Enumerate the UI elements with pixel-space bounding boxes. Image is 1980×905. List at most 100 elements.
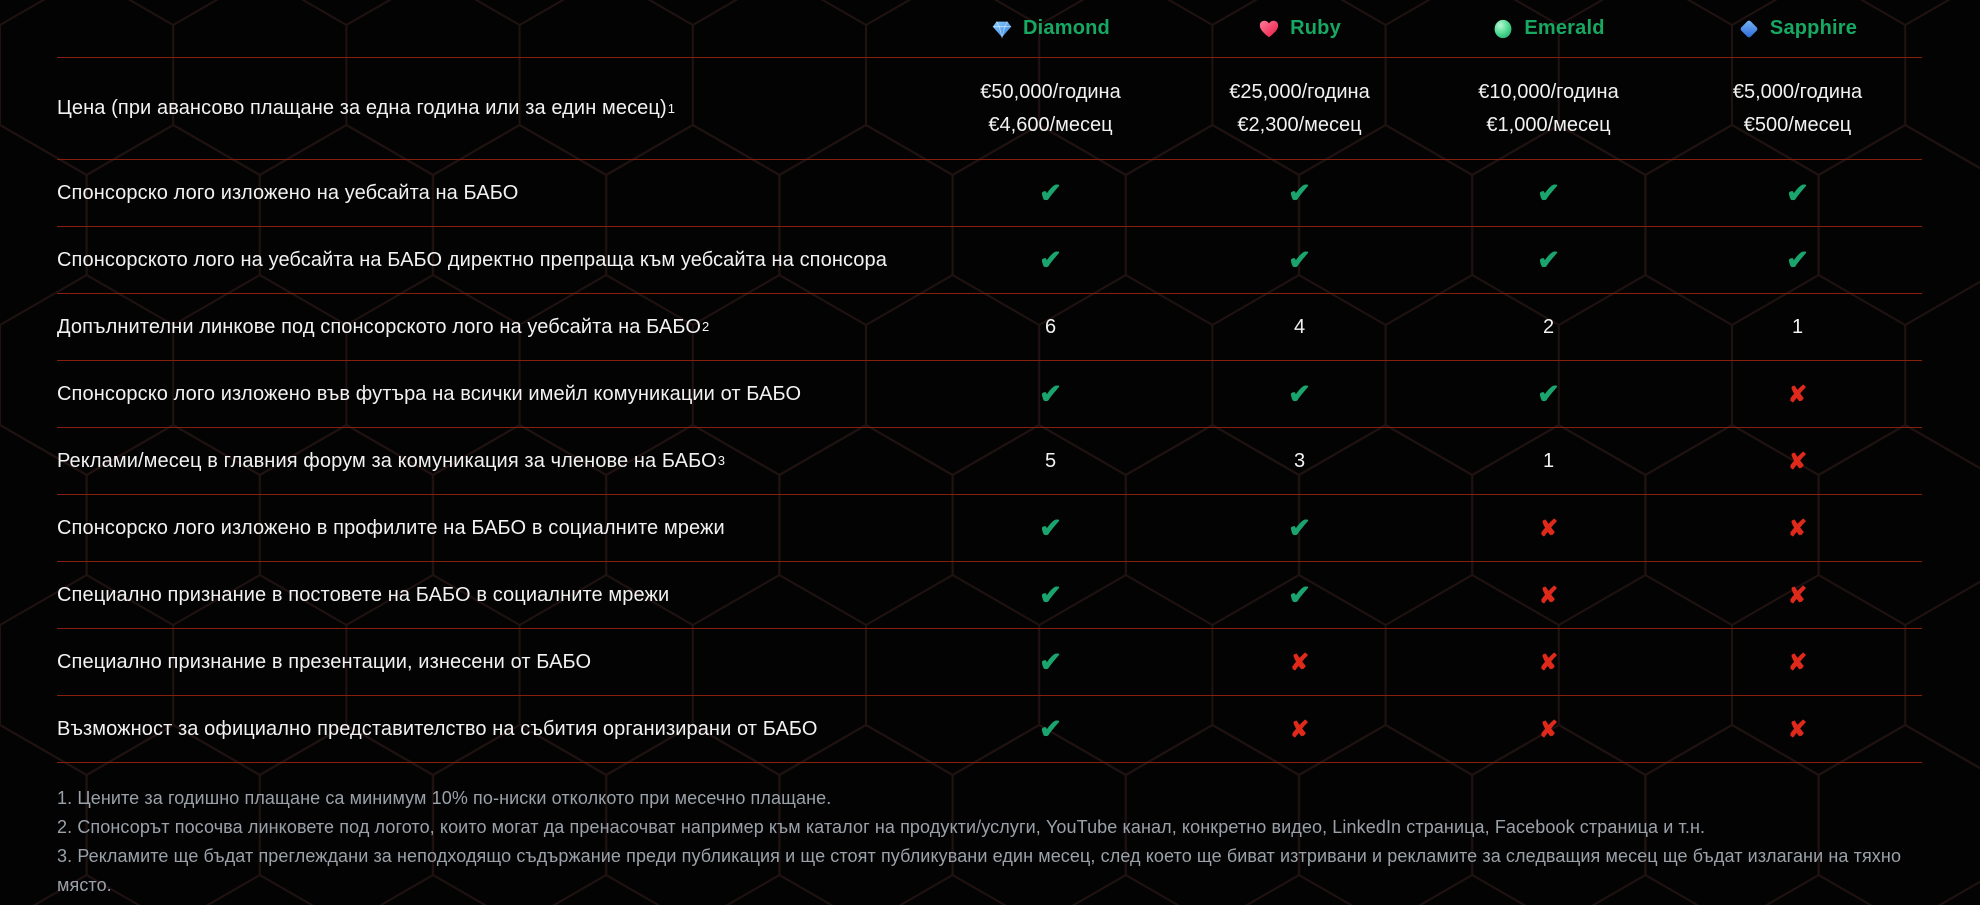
row-label: Възможност за официално представителство… [57,718,926,741]
table-row: Специално признание в постовете на БАБО … [57,562,1922,629]
row-label-text: Спонсорското лого на уебсайта на БАБО ди… [57,248,887,271]
tier-name-diamond: Diamond [1023,17,1110,39]
row-label: Спонсорското лого на уебсайта на БАБО ди… [57,249,926,272]
sapphire-icon [1740,20,1758,37]
check-icon: ✔ [1288,177,1311,208]
price-cell: €50,000/година €4,600/месец [926,76,1175,142]
cross-icon: ✘ [1289,648,1310,675]
cross-icon: ✘ [1787,648,1808,675]
feature-cell: ✘ [1424,717,1673,741]
price-monthly: €4,600/месец [988,113,1113,136]
row-label-text: Спонсорско лого изложено на уебсайта на … [57,181,519,204]
feature-cell: ✔ [926,646,1175,677]
price-yearly: €10,000/година [1478,80,1619,103]
check-icon: ✔ [1288,579,1311,610]
check-icon: ✔ [1039,177,1062,208]
value-number: 2 [1542,315,1555,338]
cross-icon: ✘ [1538,648,1559,675]
price-cell: €5,000/година €500/месец [1673,76,1922,142]
feature-cell: ✔ [926,713,1175,744]
price-yearly: €50,000/година [980,80,1121,103]
feature-cell: ✔ [1175,579,1424,610]
feature-cell: ✘ [1175,648,1424,675]
tier-name-sapphire: Sapphire [1769,17,1858,39]
feature-cell: ✔ [1673,177,1922,208]
row-label: Цена (при авансово плащане за една годин… [57,97,676,119]
feature-cell: 3 [1175,450,1424,473]
table-row: Спонсорското лого на уебсайта на БАБО ди… [57,227,1922,294]
feature-cell: ✔ [1175,244,1424,275]
price-monthly: €2,300/месец [1237,113,1362,136]
feature-cell: ✔ [926,244,1175,275]
footnote-3: 3. Рекламите ще бъдат преглеждани за неп… [57,846,1902,895]
footnotes: 1. Цените за годишно плащане са минимум … [57,784,1922,900]
check-icon: ✔ [1039,579,1062,610]
row-label: Реклами/месец в главния форум за комуник… [57,449,726,472]
check-icon: ✔ [1039,646,1062,677]
check-icon: ✔ [1786,177,1809,208]
value-number: 4 [1293,315,1306,338]
cross-icon: ✘ [1787,514,1808,541]
row-label: Спонсорско лого изложено във футъра на в… [57,383,926,406]
cross-icon: ✘ [1538,514,1559,541]
feature-cell: 1 [1673,316,1922,339]
feature-cell: ✔ [926,177,1175,208]
table-body: Цена (при авансово плащане за една годин… [57,58,1922,763]
row-label-text: Реклами/месец в главния форум за комуник… [57,449,717,472]
cross-icon: ✘ [1289,715,1310,742]
table-row: Допълнителни линкове под спонсорското ло… [57,294,1922,361]
cross-icon: ✘ [1787,380,1808,407]
row-label-text: Възможност за официално представителство… [57,717,818,740]
emerald-icon [1494,19,1512,38]
feature-cell: ✔ [1424,378,1673,409]
check-icon: ✔ [1537,244,1560,275]
check-icon: ✔ [1288,378,1311,409]
feature-cell: ✔ [926,380,1175,408]
row-label-text: Спонсорско лого изложено във футъра на в… [57,382,802,405]
feature-cell: ✘ [1424,648,1673,675]
check-icon: ✔ [1537,177,1560,208]
feature-cell: ✘ [1424,514,1673,541]
footnote-1: 1. Цените за годишно плащане са минимум … [57,788,832,808]
feature-cell: ✔ [926,512,1175,543]
row-label-text: Допълнителни линкове под спонсорското ло… [57,315,701,338]
check-icon: ✔ [1288,244,1311,275]
feature-cell: ✔ [1424,244,1673,275]
check-icon: ✔ [1039,512,1062,543]
table-row: Спонсорско лого изложено във футъра на в… [57,361,1922,428]
feature-cell: ✘ [1175,715,1424,742]
tier-name-emerald: Emerald [1524,17,1605,39]
value-number: 1 [1791,315,1804,338]
price-cell: €25,000/година €2,300/месец [1175,76,1424,142]
price-monthly: €1,000/месец [1486,113,1611,136]
feature-cell: 1 [1424,450,1673,473]
cross-icon: ✘ [1787,581,1808,608]
feature-cell: 5 [926,450,1175,473]
feature-cell: ✘ [1673,447,1922,474]
value-number: 3 [1293,449,1306,472]
check-icon: ✔ [1537,378,1560,409]
feature-cell: ✘ [1673,380,1922,407]
check-icon: ✔ [1039,713,1062,744]
feature-cell: ✘ [1673,581,1922,608]
cross-icon: ✘ [1787,447,1808,474]
feature-cell: ✘ [1673,514,1922,541]
feature-cell: ✔ [926,579,1175,610]
table-row: Възможност за официално представителство… [57,696,1922,763]
row-label-text: Специално признание в презентации, изнес… [57,650,592,673]
feature-cell: ✘ [1424,583,1673,607]
price-yearly: €25,000/година [1229,80,1370,103]
row-label: Специално признание в презентации, изнес… [57,651,926,674]
feature-cell: ✘ [1673,715,1922,742]
cross-icon: ✘ [1787,715,1808,742]
feature-cell: ✔ [1673,244,1922,275]
feature-cell: 4 [1175,316,1424,339]
feature-cell: ✔ [1175,514,1424,542]
row-label: Допълнителни линкове под спонсорското ло… [57,315,710,338]
tier-header-sapphire: Sapphire [1673,17,1922,40]
feature-cell: 2 [1424,316,1673,339]
check-icon: ✔ [1786,244,1809,275]
check-icon: ✔ [1039,244,1062,275]
